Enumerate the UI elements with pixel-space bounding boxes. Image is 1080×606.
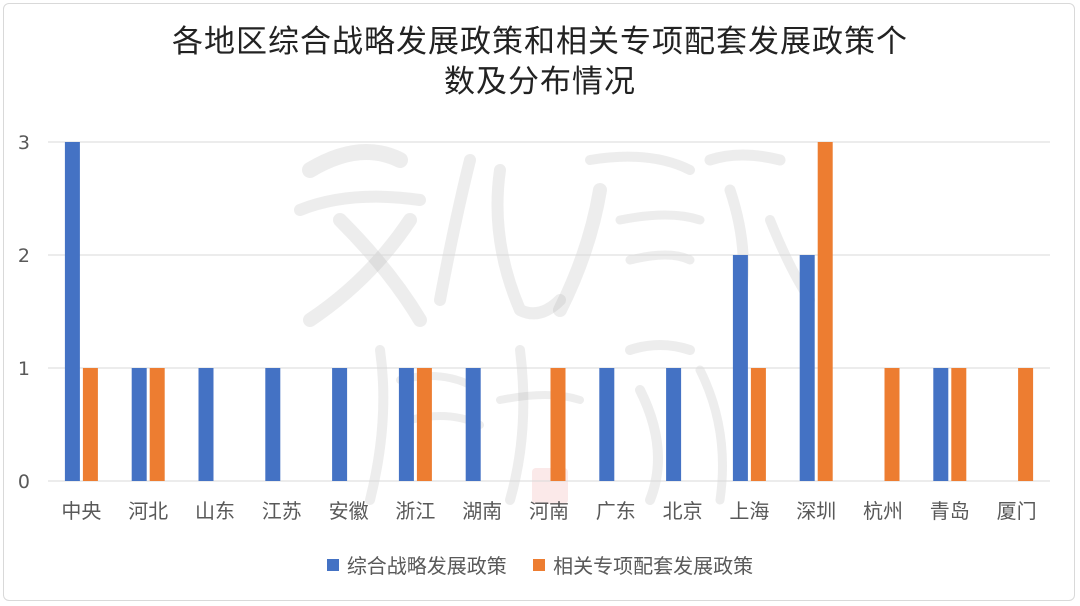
bar-series-2-青岛	[951, 368, 967, 481]
bar-series-1-浙江	[398, 368, 414, 481]
bar-series-1-深圳	[799, 255, 815, 481]
legend-swatch-series-1	[326, 558, 339, 571]
x-tick-label: 中央	[61, 499, 101, 523]
legend-item-series-2: 相关专项配套发展政策	[533, 550, 753, 579]
y-tick-label: 2	[18, 245, 30, 267]
bar-series-1-山东	[198, 368, 214, 481]
legend-label-series-2: 相关专项配套发展政策	[553, 554, 754, 578]
bar-series-2-河南	[550, 368, 566, 481]
x-tick-label: 厦门	[997, 499, 1037, 523]
legend-item-series-1: 综合战略发展政策	[326, 550, 507, 579]
x-tick-label: 湖南	[462, 499, 502, 523]
bar-series-1-上海	[732, 255, 748, 481]
bar-series-2-河北	[149, 368, 165, 481]
x-tick-label: 安徽	[329, 499, 369, 523]
bar-series-1-江苏	[265, 368, 281, 481]
x-tick-label: 北京	[663, 499, 703, 523]
x-tick-label: 河北	[128, 499, 168, 523]
chart-title-line-2: 数及分布情况	[444, 64, 636, 100]
chart-title: 各地区综合战略发展政策和相关专项配套发展政策个 数及分布情况	[0, 22, 1080, 102]
y-tick-label: 3	[18, 132, 30, 154]
chart-title-line-1: 各地区综合战略发展政策和相关专项配套发展政策个	[172, 24, 908, 60]
bar-series-1-安徽	[332, 368, 348, 481]
legend-label-series-1: 综合战略发展政策	[346, 554, 507, 578]
chart-frame	[3, 3, 1075, 601]
legend: 综合战略发展政策 相关专项配套发展政策	[0, 550, 1080, 579]
bar-series-2-上海	[750, 368, 766, 481]
x-tick-label: 浙江	[395, 499, 435, 523]
x-tick-label: 江苏	[262, 499, 302, 523]
x-tick-label: 河南	[529, 499, 569, 523]
bar-series-2-厦门	[1018, 368, 1034, 481]
x-tick-label: 深圳	[796, 499, 836, 523]
y-tick-label: 0	[18, 471, 30, 493]
bar-series-1-湖南	[465, 368, 481, 481]
y-tick-label: 1	[18, 358, 30, 380]
bar-series-1-北京	[666, 368, 682, 481]
legend-swatch-series-2	[533, 558, 546, 571]
bar-series-2-深圳	[817, 142, 833, 481]
x-tick-label: 广东	[596, 499, 636, 523]
x-tick-label: 杭州	[863, 499, 903, 523]
x-tick-label: 青岛	[930, 499, 970, 523]
bar-series-1-广东	[599, 368, 615, 481]
bar-series-2-杭州	[884, 368, 900, 481]
bar-series-2-中央	[82, 368, 98, 481]
x-tick-label: 上海	[729, 499, 769, 523]
bar-series-1-青岛	[933, 368, 949, 481]
x-tick-label: 山东	[195, 499, 235, 523]
bar-series-2-浙江	[416, 368, 432, 481]
bar-series-1-中央	[64, 142, 80, 481]
bar-series-1-河北	[131, 368, 147, 481]
